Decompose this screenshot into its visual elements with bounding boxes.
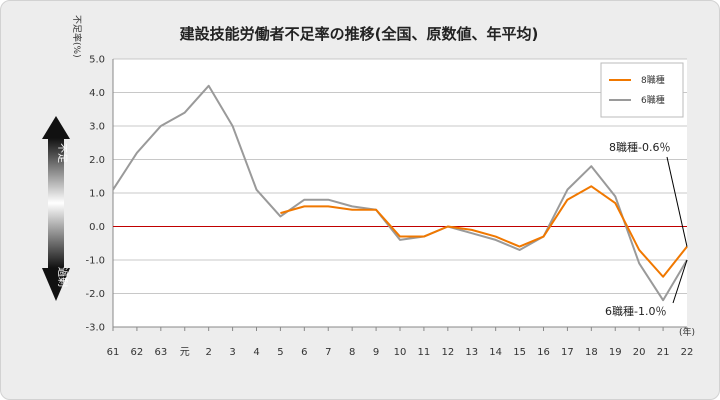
annotation-6-value: 6職種-1.0％: [605, 304, 666, 318]
y-tick-label: -3.0: [85, 323, 105, 334]
y-tick-label: 5.0: [89, 55, 105, 66]
arrow-down-head: [42, 268, 70, 301]
x-tick-label: 14: [489, 347, 502, 358]
y-tick-label: 0.0: [89, 222, 105, 233]
series-line-1: [112, 84, 688, 302]
shortage-label: 不足: [56, 143, 68, 163]
y-tick-label: 2.0: [89, 155, 105, 166]
series-line-0: [280, 185, 688, 278]
x-tick-labels: 61 62 63 元 2 3 4 5 6 7 8 9 10 11 12 13 14 15 16 17 18 19 20 21 2…: [107, 327, 694, 358]
arrow-up-head: [42, 116, 70, 139]
y-tick-label: 1.0: [89, 189, 105, 200]
x-tick-label: 4: [253, 347, 259, 358]
x-tick-label: 元: [180, 347, 190, 358]
surplus-shortage-arrow: 不足 過剰: [42, 116, 70, 301]
x-tick-label: 61: [107, 347, 120, 358]
annotation-6-pointer: [672, 259, 688, 304]
legend-box: [600, 62, 684, 118]
y-tick-label: 3.0: [89, 122, 105, 133]
x-tick-label: 2: [205, 347, 211, 358]
x-tick-label: 13: [465, 347, 478, 358]
x-tick-label: 6: [301, 347, 307, 358]
x-tick-label: 62: [131, 347, 144, 358]
x-tick-label: 7: [325, 347, 331, 358]
y-axis-label: 不足率(%): [71, 15, 83, 58]
x-tick-label: 11: [418, 347, 431, 358]
y-tick-label: 4.0: [89, 88, 105, 99]
legend-label-8: 8職種: [641, 75, 665, 86]
annotation-8-value: 8職種-0.6％: [609, 140, 670, 154]
x-tick-label: 20: [633, 347, 646, 358]
x-tick-label: 5: [277, 347, 283, 358]
legend: 8職種 6職種: [600, 62, 684, 118]
x-tick-label: 3: [229, 347, 235, 358]
x-tick-label: 17: [561, 347, 574, 358]
x-tick-label: 12: [441, 347, 454, 358]
x-tick-label: 16: [537, 347, 550, 358]
y-tick-label: -1.0: [85, 256, 105, 267]
x-tick-label: 8: [349, 347, 355, 358]
x-tick-label: 22: [681, 347, 694, 358]
chart-title: 建設技能労働者不足率の推移(全国、原数値、年平均): [180, 25, 539, 43]
series-group: [112, 84, 688, 302]
x-tick-label: 10: [394, 347, 407, 358]
x-tick-label: 63: [154, 347, 167, 358]
y-tick-labels: 5.0 4.0 3.0 2.0 1.0 0.0 -1.0 -2.0 -3.0: [85, 55, 105, 334]
x-tick-label: 19: [609, 347, 622, 358]
surplus-label: 過剰: [56, 267, 68, 287]
arrow-shaft: [48, 138, 64, 268]
x-tick-label: 9: [373, 347, 379, 358]
x-tick-label: 15: [513, 347, 526, 358]
x-tick-label: 18: [585, 347, 598, 358]
x-tick-label: 21: [657, 347, 670, 358]
x-axis-unit: (年): [679, 326, 695, 338]
annotation-8-pointer: [666, 156, 688, 247]
legend-label-6: 6職種: [641, 95, 665, 106]
y-tick-label: -2.0: [85, 289, 105, 300]
annotations: 8職種-0.6％ 6職種-1.0％: [605, 140, 688, 318]
